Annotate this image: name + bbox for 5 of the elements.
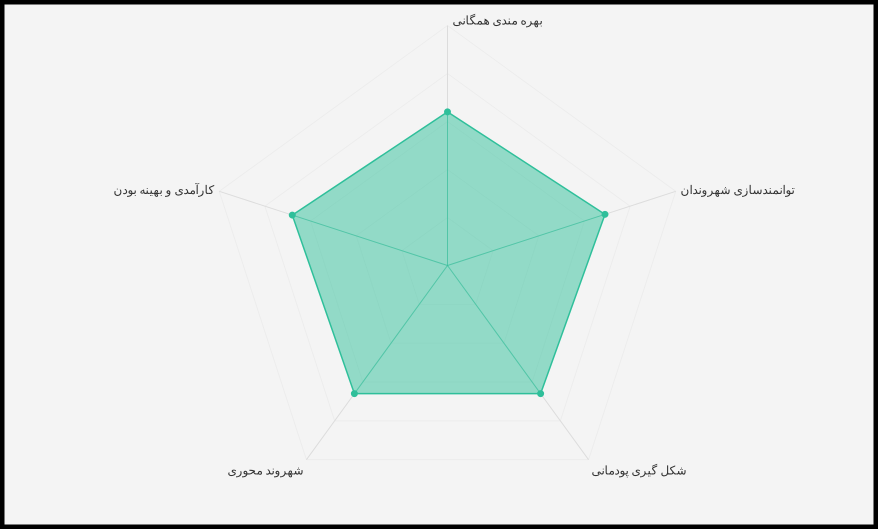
spoke-label: کارآمدی و بهینه بودن [114,182,215,197]
spoke-label: بهره مندی همگانی [452,14,542,28]
spoke-label: توانمندسازی شهروندان [680,182,794,197]
spoke-label: شکل گیری پودمانی [591,464,686,478]
spoke-label: شهروند محوری [228,464,304,478]
